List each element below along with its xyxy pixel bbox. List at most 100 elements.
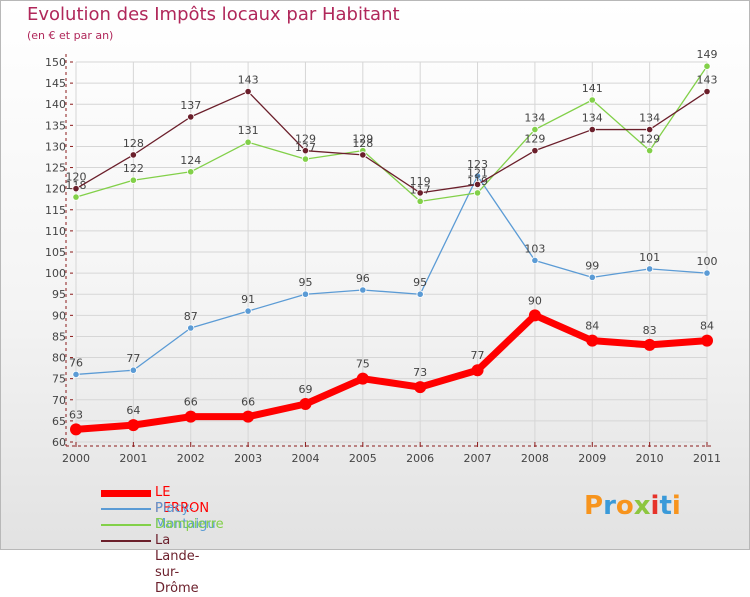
- data-point: [588, 96, 596, 104]
- logo-letter: t: [659, 491, 672, 521]
- data-point: [531, 256, 539, 265]
- logo-letter: o: [615, 491, 634, 521]
- data-label: 120: [66, 171, 87, 184]
- data-point: [244, 87, 252, 96]
- legend-swatch: [101, 524, 151, 526]
- data-label: 100: [697, 255, 718, 268]
- logo-letter: P: [584, 491, 604, 521]
- data-point: [244, 138, 252, 146]
- data-point: [129, 366, 137, 374]
- data-point: [70, 423, 82, 436]
- y-tick-label: 105: [45, 246, 66, 259]
- chart-subtitle: (en € et par an): [27, 29, 114, 42]
- data-point: [588, 273, 596, 281]
- data-point: [471, 364, 484, 377]
- data-label: 129: [295, 133, 316, 146]
- data-label: 66: [241, 396, 255, 409]
- x-tick-label: 2007: [464, 452, 492, 465]
- y-tick-label: 125: [45, 162, 66, 175]
- y-tick-label: 95: [52, 288, 66, 301]
- data-label: 131: [238, 124, 259, 137]
- data-label: 124: [180, 154, 201, 167]
- data-point: [129, 151, 137, 159]
- data-label: 129: [639, 133, 660, 146]
- data-point: [701, 334, 713, 347]
- data-label: 96: [356, 272, 370, 285]
- data-label: 63: [69, 408, 83, 421]
- series-le-perron: 63 64 66 66 69 75 73 77 90 84 83 84: [69, 294, 714, 436]
- data-point: [703, 269, 711, 277]
- line-chart: 6065707580859095100105110115120125130135…: [45, 48, 721, 465]
- data-label: 123: [467, 158, 488, 171]
- legend-swatch: [101, 508, 151, 510]
- series-placy-montaigu: 76 77 87 91 95 96 95 123 103 99 101 100: [69, 158, 718, 379]
- series-line: [75, 65, 708, 202]
- chart-title: Evolution des Impôts locaux par Habitant: [27, 4, 400, 25]
- data-label: 66: [184, 396, 198, 409]
- y-tick-label: 150: [45, 56, 66, 69]
- data-label: 141: [582, 82, 603, 95]
- data-point: [416, 189, 424, 197]
- x-tick-label: 2004: [291, 452, 319, 465]
- data-label: 90: [528, 294, 542, 307]
- data-point: [646, 265, 654, 273]
- data-label: 73: [413, 366, 427, 379]
- data-label: 122: [123, 162, 144, 175]
- x-tick-label: 2011: [693, 452, 721, 465]
- data-point: [473, 172, 482, 180]
- y-tick-label: 130: [45, 140, 66, 153]
- data-point: [643, 338, 656, 351]
- data-point: [72, 193, 80, 201]
- data-point: [129, 176, 137, 184]
- y-tick-label: 65: [52, 415, 66, 428]
- x-tick-label: 2000: [62, 452, 90, 465]
- data-point: [473, 180, 482, 189]
- data-label: 99: [585, 259, 599, 272]
- legend-swatch: [101, 540, 151, 542]
- data-label: 137: [180, 99, 201, 112]
- data-point: [646, 125, 654, 134]
- data-point: [244, 307, 252, 315]
- x-tick-label: 2008: [521, 452, 549, 465]
- y-tick-label: 110: [45, 225, 66, 238]
- x-tick-label: 2009: [578, 452, 606, 465]
- data-label: 84: [585, 320, 599, 333]
- data-point: [356, 372, 369, 385]
- y-tick-label: 70: [52, 394, 66, 407]
- y-tick-label: 100: [45, 267, 66, 280]
- data-point: [416, 197, 424, 205]
- x-tick-label: 2003: [234, 452, 262, 465]
- data-point: [301, 147, 310, 155]
- series-line: [75, 90, 708, 194]
- logo-letter: i: [650, 491, 660, 521]
- data-label: 95: [298, 276, 312, 289]
- data-label: 95: [413, 276, 427, 289]
- data-label: 134: [582, 112, 603, 125]
- data-point: [416, 290, 424, 298]
- y-tick-label: 80: [52, 352, 66, 365]
- data-label: 134: [524, 112, 545, 125]
- y-tick-label: 85: [52, 330, 66, 343]
- data-point: [528, 309, 541, 322]
- y-tick-label: 60: [52, 436, 66, 449]
- data-point: [703, 62, 711, 70]
- legend-label: La Lande-sur-Drôme: [155, 533, 200, 596]
- series-line: [75, 175, 708, 376]
- data-label: 64: [126, 404, 140, 417]
- data-label: 87: [184, 310, 198, 323]
- data-point: [301, 290, 310, 298]
- data-label: 91: [241, 293, 255, 306]
- data-label: 84: [700, 320, 714, 333]
- legend-label: Dampierre: [155, 517, 224, 532]
- data-point: [242, 410, 255, 423]
- data-label: 83: [643, 324, 657, 337]
- logo-letter: r: [603, 491, 616, 521]
- data-point: [531, 147, 539, 155]
- data-point: [72, 185, 80, 193]
- data-point: [531, 125, 539, 134]
- data-point: [301, 155, 310, 163]
- proxiti-logo: Proxiti: [584, 491, 681, 521]
- data-label: 69: [298, 383, 312, 396]
